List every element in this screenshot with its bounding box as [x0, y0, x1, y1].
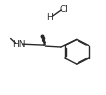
Text: Cl: Cl [59, 5, 68, 14]
Text: H: H [46, 13, 53, 22]
Text: HN: HN [12, 40, 25, 49]
